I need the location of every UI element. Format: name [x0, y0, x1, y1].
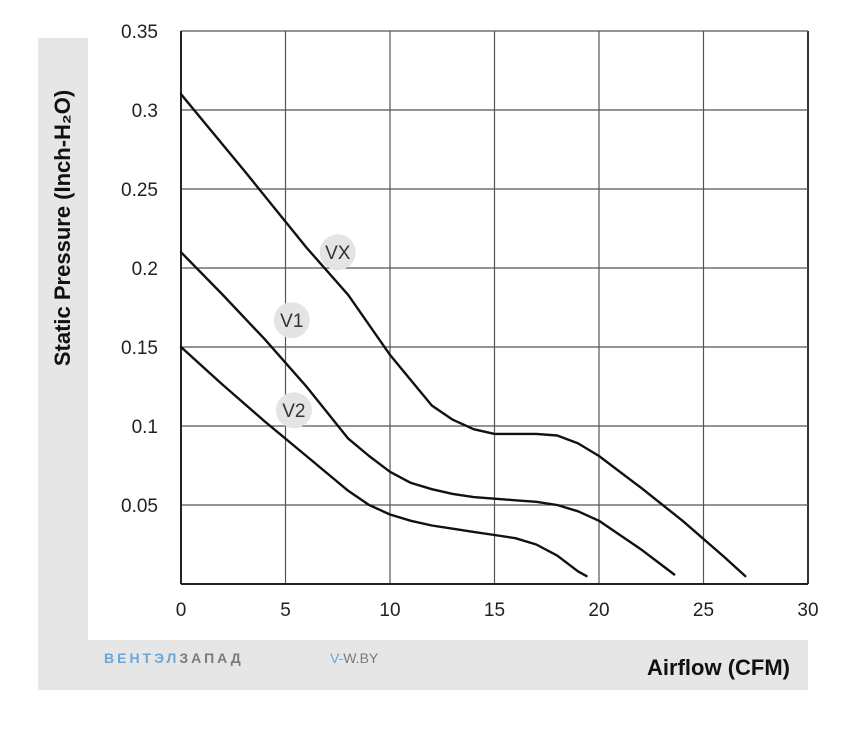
brand-logo: ВЕНТЭЛЗАПАД [104, 650, 244, 666]
x-tick-label: 5 [280, 600, 291, 621]
x-tick-label: 25 [693, 600, 714, 621]
chart-frame-bottom [38, 640, 808, 690]
y-tick-label: 0.3 [132, 101, 158, 122]
grid [180, 30, 809, 585]
brand-logo-part2: ЗАПАД [179, 650, 244, 666]
x-tick-label: 20 [588, 600, 609, 621]
annotation-bubble [275, 392, 312, 429]
annotation-label: V1 [280, 311, 303, 332]
y-tick-label: 0.25 [121, 180, 158, 201]
y-tick-label: 0.2 [132, 259, 158, 280]
series-group [179, 93, 747, 578]
x-axis-label: Airflow (CFM) [647, 655, 790, 680]
site-prefix: V- [330, 650, 344, 666]
y-tick-label: 0.1 [132, 417, 158, 438]
chart-frame-left [38, 38, 88, 690]
series-line-v1 [179, 251, 676, 576]
annotations: VX V1 V2 [273, 234, 356, 429]
y-tick-label: 0.05 [121, 496, 158, 517]
x-tick-label: 15 [484, 600, 505, 621]
y-tick-label: 0.15 [121, 338, 158, 359]
annotation-bubble [273, 302, 310, 339]
annotation-bubble [319, 234, 356, 271]
y-tick-label: 0.35 [121, 22, 158, 43]
brand-logo-part1: ВЕНТЭЛ [104, 650, 180, 666]
site-watermark: V-W.BY [330, 650, 378, 666]
x-tick-label: 0 [176, 600, 187, 621]
annotation-label: V2 [282, 401, 305, 422]
x-tick-label: 30 [797, 600, 818, 621]
tick-labels: 0 5 10 15 20 25 30 0.05 0.1 0.15 0.2 0.25 0.3 0.35 [121, 22, 819, 621]
site-rest: W.BY [343, 650, 379, 666]
series-line-vx [179, 93, 747, 578]
x-tick-label: 10 [379, 600, 400, 621]
series-line-v2 [179, 345, 588, 578]
annotation-label: VX [325, 243, 351, 264]
